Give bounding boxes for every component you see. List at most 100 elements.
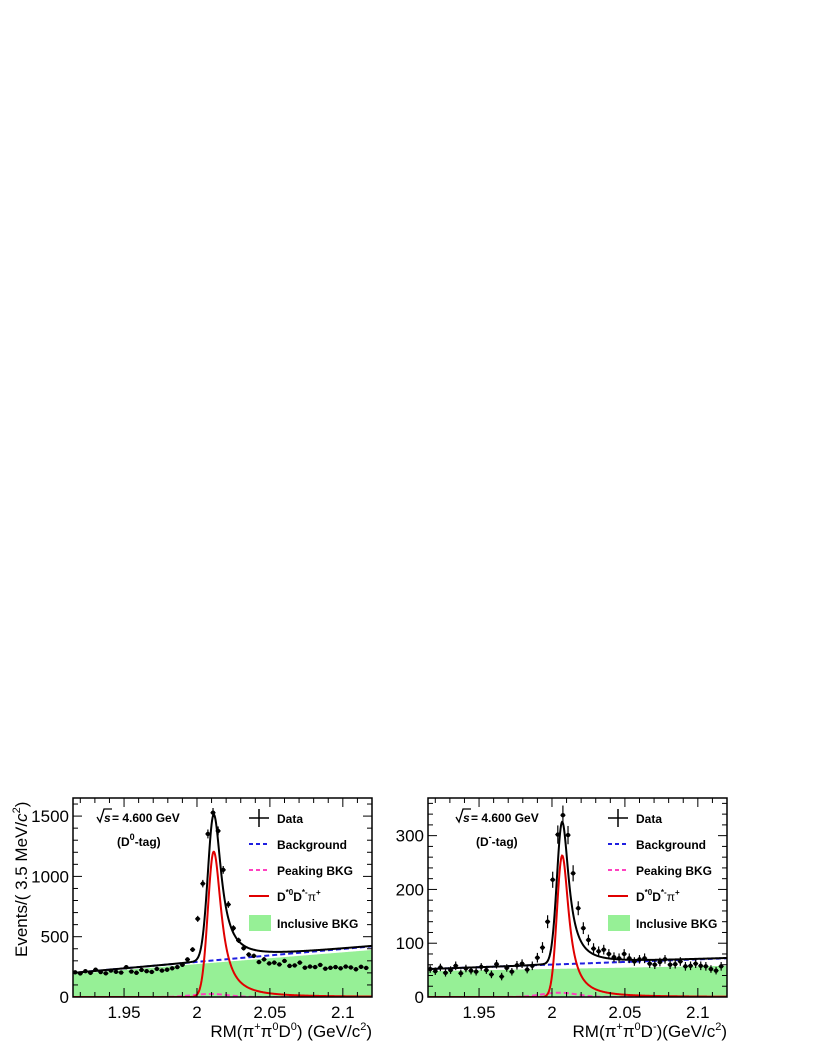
data-point-marker bbox=[509, 969, 515, 974]
data-point bbox=[281, 958, 288, 964]
data-point bbox=[560, 805, 566, 825]
data-point-marker bbox=[632, 959, 637, 964]
data-point bbox=[169, 966, 175, 971]
data-point bbox=[509, 967, 515, 976]
data-point-marker bbox=[606, 951, 612, 957]
y-tick-label: 300 bbox=[396, 827, 424, 846]
data-point bbox=[596, 946, 602, 957]
data-point bbox=[292, 963, 298, 968]
data-point bbox=[642, 953, 648, 964]
data-point-marker bbox=[190, 947, 195, 952]
data-point bbox=[77, 971, 83, 976]
data-point-marker bbox=[134, 970, 139, 975]
data-point-marker bbox=[164, 967, 170, 972]
data-point-marker bbox=[266, 961, 272, 966]
data-point bbox=[713, 966, 719, 975]
data-point-marker bbox=[616, 956, 622, 961]
data-point bbox=[473, 967, 479, 976]
x-tick-label: 2 bbox=[547, 1003, 556, 1022]
data-point-marker bbox=[221, 867, 226, 873]
data-point bbox=[338, 966, 344, 971]
data-point-marker bbox=[627, 956, 632, 961]
data-point-marker bbox=[272, 960, 277, 965]
data-point bbox=[448, 966, 454, 974]
data-point-marker bbox=[241, 945, 246, 951]
data-point bbox=[647, 959, 653, 968]
data-point bbox=[149, 969, 155, 975]
data-point bbox=[682, 962, 688, 971]
data-point bbox=[261, 957, 267, 962]
data-point-marker bbox=[124, 965, 129, 970]
x-tick-label: 2.1 bbox=[331, 1003, 355, 1022]
y-tick-label: 100 bbox=[396, 934, 424, 953]
data-point-marker bbox=[287, 963, 292, 969]
data-point-marker bbox=[113, 969, 119, 974]
data-point-marker bbox=[657, 959, 663, 965]
sqrt-symbol bbox=[455, 808, 471, 824]
data-point bbox=[246, 952, 252, 957]
y-tick-label: 1000 bbox=[31, 867, 69, 886]
data-point-marker bbox=[693, 961, 698, 966]
data-point-marker bbox=[565, 832, 571, 838]
plot-frame bbox=[72, 797, 373, 998]
data-point-marker bbox=[338, 966, 343, 971]
panel-1: 1.95 2 2.05 2.1 0 500 1000 1500 RM(π+π0D0) (GeV/… bbox=[11, 797, 373, 1041]
y-axis-label: Events/( 3.5 MeV/c2) bbox=[11, 802, 31, 957]
data-point-marker bbox=[494, 961, 499, 967]
data-point-marker bbox=[698, 963, 703, 969]
sqrt-s-symbol: s bbox=[455, 808, 471, 825]
data-point bbox=[251, 953, 257, 959]
data-point bbox=[636, 955, 643, 964]
data-point-marker bbox=[662, 957, 668, 962]
data-point bbox=[179, 962, 185, 967]
data-point bbox=[138, 967, 145, 973]
data-point-marker bbox=[611, 955, 617, 960]
data-point-marker bbox=[358, 964, 364, 970]
tag-annotation: (D--tag) bbox=[476, 832, 518, 849]
data-point-marker bbox=[200, 881, 206, 886]
data-point bbox=[590, 943, 597, 954]
data-point bbox=[534, 952, 540, 963]
data-point bbox=[514, 960, 520, 970]
x-axis-label: RM(π+π0D0) (GeV/c2) bbox=[210, 1021, 372, 1041]
data-point bbox=[332, 964, 339, 970]
data-point-marker bbox=[570, 871, 576, 876]
tag-annotation: (D0-tag) bbox=[117, 832, 161, 849]
data-point-marker bbox=[139, 967, 144, 973]
y-tick-label: 1500 bbox=[31, 807, 69, 826]
data-point-marker bbox=[103, 971, 109, 976]
data-point-marker bbox=[688, 963, 693, 969]
data-point bbox=[256, 959, 262, 965]
data-point-marker bbox=[323, 966, 328, 971]
data-point bbox=[550, 871, 556, 888]
data-point bbox=[570, 865, 576, 882]
data-point bbox=[493, 959, 500, 969]
x-tick-label: 2.1 bbox=[686, 1003, 710, 1022]
data-point bbox=[606, 949, 612, 959]
data-point-marker bbox=[210, 810, 216, 815]
data-point-marker bbox=[195, 916, 200, 922]
plot-frame bbox=[427, 797, 728, 998]
data-point-marker bbox=[540, 945, 545, 950]
data-point-marker bbox=[93, 967, 98, 972]
data-point bbox=[539, 942, 546, 953]
panel-2: 1.95 2 2.05 2.1 0 100 200 300 RM(π+π0D-)(GeV/c2)… bbox=[396, 797, 728, 1041]
data-point bbox=[703, 962, 709, 971]
legend-inclusive-label: Inclusive BKG bbox=[277, 917, 358, 931]
data-point-marker bbox=[236, 938, 241, 943]
legend-inclusive-swatch bbox=[608, 915, 630, 931]
data-point-marker bbox=[185, 957, 190, 962]
data-point-marker bbox=[154, 966, 160, 972]
data-point-marker bbox=[678, 959, 683, 964]
y-tick-label: 200 bbox=[396, 880, 424, 899]
data-point-marker bbox=[448, 967, 453, 973]
data-point bbox=[601, 944, 607, 955]
data-point-marker bbox=[180, 962, 185, 967]
data-point-marker bbox=[667, 962, 673, 967]
data-point-marker bbox=[282, 958, 287, 964]
sqrt-symbol bbox=[96, 808, 112, 824]
data-point-marker bbox=[353, 967, 359, 972]
data-point bbox=[478, 963, 484, 971]
data-point bbox=[108, 968, 114, 973]
